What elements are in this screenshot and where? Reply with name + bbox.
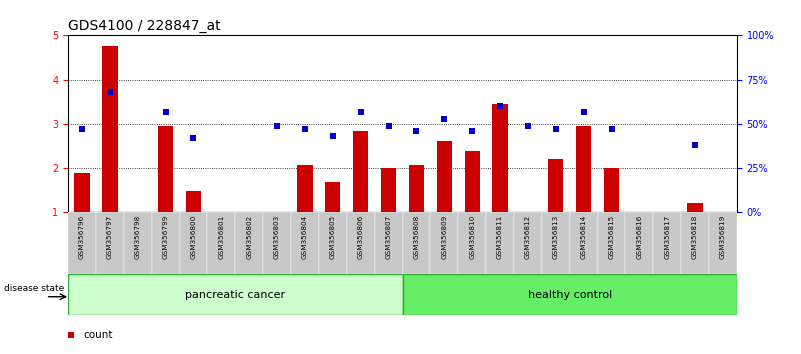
Bar bbox=[319, 212, 347, 274]
Bar bbox=[375, 212, 403, 274]
Text: GSM356808: GSM356808 bbox=[413, 214, 420, 258]
Bar bbox=[158, 126, 173, 212]
Bar bbox=[548, 159, 563, 212]
Text: GSM356804: GSM356804 bbox=[302, 214, 308, 258]
Bar bbox=[103, 46, 118, 212]
Text: GSM356799: GSM356799 bbox=[163, 214, 169, 258]
Bar bbox=[297, 165, 312, 212]
Bar bbox=[68, 212, 96, 274]
Bar bbox=[207, 212, 235, 274]
Text: GSM356818: GSM356818 bbox=[692, 214, 698, 258]
Bar bbox=[291, 212, 319, 274]
Bar bbox=[151, 212, 179, 274]
Text: GSM356805: GSM356805 bbox=[330, 214, 336, 258]
Bar bbox=[179, 212, 207, 274]
Text: GSM356806: GSM356806 bbox=[358, 214, 364, 258]
Bar bbox=[514, 212, 541, 274]
Bar bbox=[570, 212, 598, 274]
Text: GSM356803: GSM356803 bbox=[274, 214, 280, 258]
Bar bbox=[654, 212, 681, 274]
Bar bbox=[687, 202, 702, 212]
Bar bbox=[264, 212, 291, 274]
Text: GSM356809: GSM356809 bbox=[441, 214, 447, 258]
Text: disease state: disease state bbox=[4, 284, 64, 293]
Bar bbox=[709, 212, 737, 274]
Text: GSM356800: GSM356800 bbox=[191, 214, 196, 258]
Bar bbox=[96, 212, 124, 274]
Bar bbox=[541, 212, 570, 274]
Text: GSM356816: GSM356816 bbox=[636, 214, 642, 258]
Bar bbox=[430, 212, 458, 274]
Text: GSM356796: GSM356796 bbox=[79, 214, 85, 258]
Bar bbox=[437, 141, 452, 212]
Bar bbox=[465, 152, 480, 212]
Bar bbox=[493, 104, 508, 212]
Bar bbox=[74, 172, 90, 212]
Text: GSM356814: GSM356814 bbox=[581, 214, 586, 258]
Bar bbox=[486, 212, 514, 274]
Text: GSM356807: GSM356807 bbox=[385, 214, 392, 258]
Text: GSM356802: GSM356802 bbox=[246, 214, 252, 258]
Bar bbox=[598, 212, 626, 274]
Bar bbox=[353, 131, 368, 212]
Text: GSM356815: GSM356815 bbox=[609, 214, 614, 258]
Bar bbox=[186, 191, 201, 212]
Bar bbox=[325, 182, 340, 212]
Text: GSM356797: GSM356797 bbox=[107, 214, 113, 258]
Bar bbox=[576, 126, 591, 212]
Text: GSM356810: GSM356810 bbox=[469, 214, 475, 258]
Text: GSM356811: GSM356811 bbox=[497, 214, 503, 258]
Bar bbox=[681, 212, 709, 274]
Bar bbox=[347, 212, 375, 274]
Text: healthy control: healthy control bbox=[528, 290, 612, 300]
Bar bbox=[409, 165, 424, 212]
Text: GSM356813: GSM356813 bbox=[553, 214, 559, 258]
Text: GSM356817: GSM356817 bbox=[664, 214, 670, 258]
Text: GSM356798: GSM356798 bbox=[135, 214, 141, 258]
Text: GSM356819: GSM356819 bbox=[720, 214, 726, 258]
Bar bbox=[124, 212, 151, 274]
Text: GSM356801: GSM356801 bbox=[219, 214, 224, 258]
Bar bbox=[458, 212, 486, 274]
Text: GSM356812: GSM356812 bbox=[525, 214, 531, 258]
Bar bbox=[68, 274, 402, 315]
Text: GDS4100 / 228847_at: GDS4100 / 228847_at bbox=[68, 19, 221, 33]
Bar bbox=[235, 212, 264, 274]
Text: count: count bbox=[83, 330, 113, 341]
Bar bbox=[604, 168, 619, 212]
Bar bbox=[402, 212, 430, 274]
Text: pancreatic cancer: pancreatic cancer bbox=[185, 290, 285, 300]
Bar bbox=[381, 168, 396, 212]
Bar bbox=[402, 274, 737, 315]
Bar bbox=[626, 212, 654, 274]
